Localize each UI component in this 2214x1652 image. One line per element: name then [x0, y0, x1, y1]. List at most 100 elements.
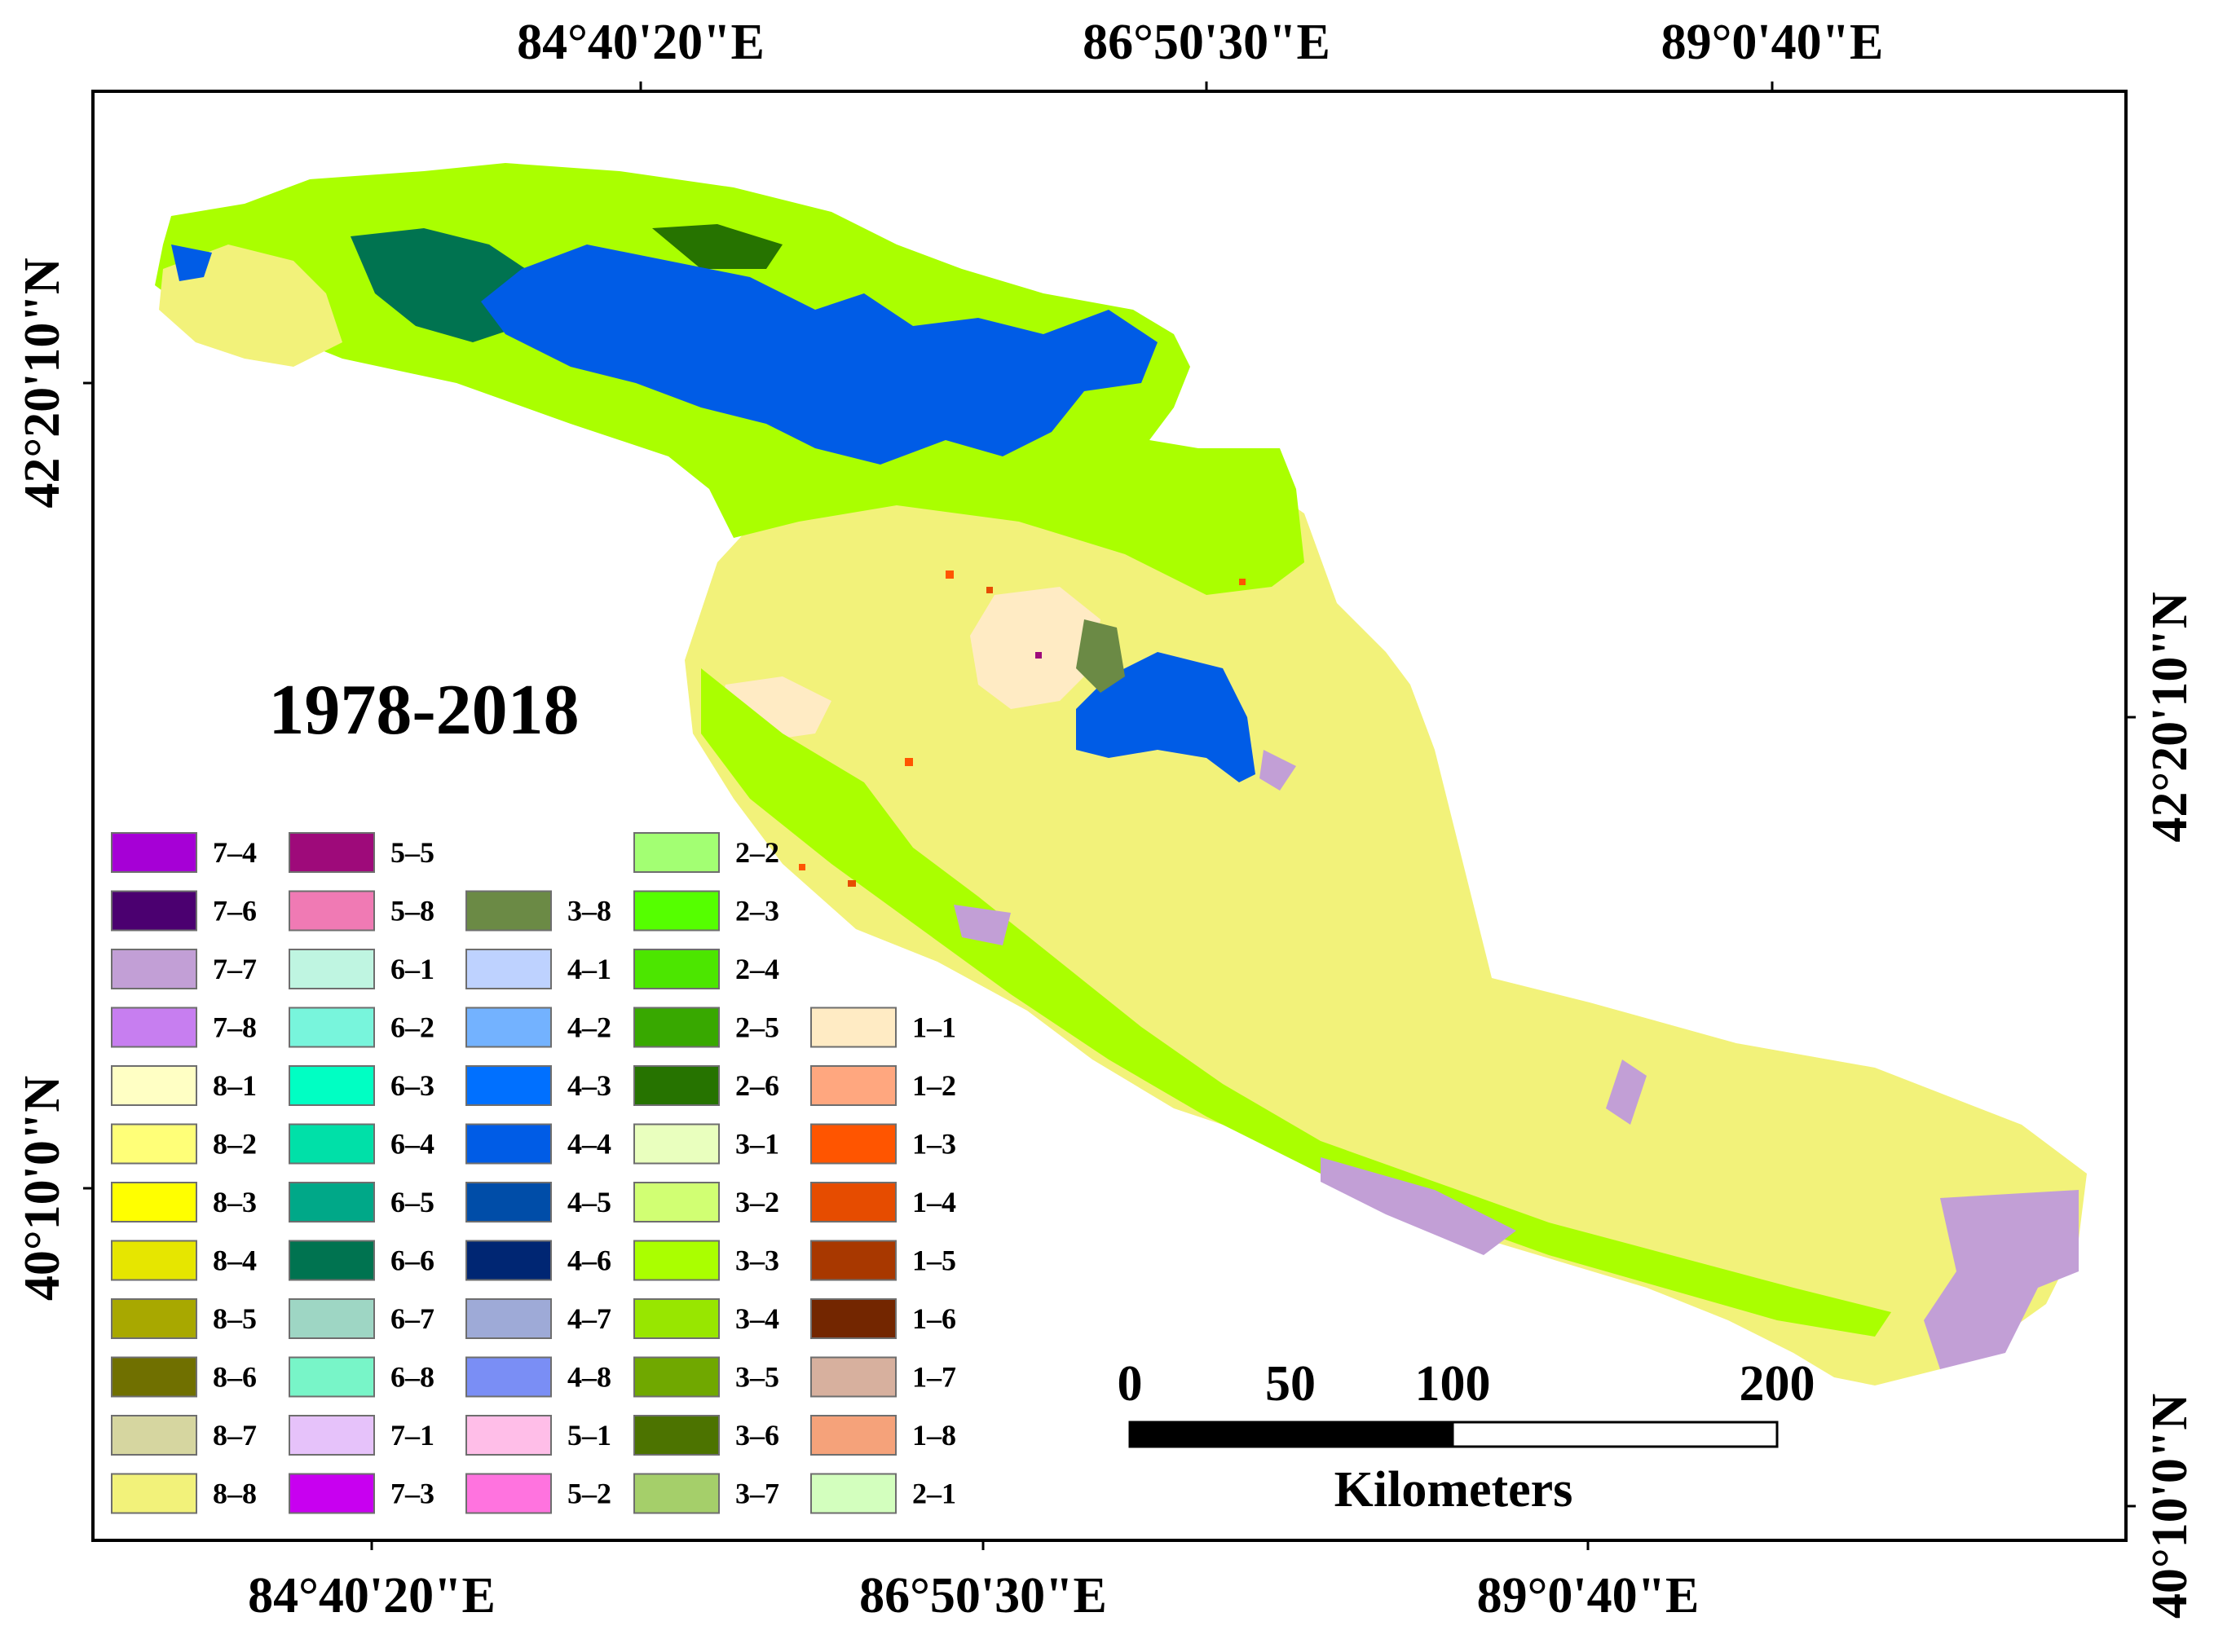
legend-swatch	[111, 1123, 197, 1165]
legend-label: 6–5	[390, 1186, 434, 1218]
legend-label: 4–3	[567, 1069, 611, 1102]
legend-swatch	[633, 832, 720, 873]
bottom-tick-label: 86°50'30"E	[859, 1568, 1107, 1623]
bottom-axis: 84°40'20"E 86°50'30"E 89°0'40"E	[248, 1540, 1699, 1623]
left-tick-label: 42°20'10"N	[15, 258, 70, 508]
legend-label: 2–2	[735, 836, 779, 869]
legend-swatch	[111, 1240, 197, 1281]
scale-bar-label: 0	[1118, 1356, 1143, 1412]
legend-swatch	[289, 1065, 375, 1106]
legend-label: 4–1	[567, 953, 611, 985]
change-pixel	[905, 758, 913, 766]
legend-swatch	[465, 1240, 552, 1281]
legend-label: 4–8	[567, 1361, 611, 1394]
legend-label: 6–7	[390, 1302, 434, 1335]
bottom-tick-label: 84°40'20"E	[248, 1568, 496, 1623]
bottom-tick-label: 89°0'40"E	[1477, 1568, 1700, 1623]
top-tick-label: 84°40'20"E	[517, 15, 765, 70]
legend-label: 3–7	[735, 1478, 779, 1510]
legend-swatch	[810, 1298, 897, 1339]
legend-swatch	[111, 1415, 197, 1456]
legend-swatch	[465, 1356, 552, 1398]
left-tick-label: 40°10'0"N	[15, 1076, 70, 1301]
legend-swatch	[111, 949, 197, 989]
legend-label: 7–4	[213, 836, 257, 869]
legend-label: 1–3	[912, 1128, 956, 1161]
top-axis: 84°40'20"E 86°50'30"E 89°0'40"E	[517, 15, 1883, 91]
right-axis: 42°20'10"N 40°10'0"N	[2126, 592, 2198, 1619]
period-label: 1978-2018	[268, 671, 579, 750]
legend-swatch	[289, 1007, 375, 1048]
legend-swatch	[111, 1473, 197, 1514]
legend-label: 3–3	[735, 1245, 779, 1277]
scale-bar: 0 50 100 200 Kilometers	[1118, 1356, 1815, 1518]
legend-label: 8–5	[213, 1302, 257, 1335]
change-pixel	[986, 587, 993, 593]
bare-land	[1606, 1059, 1647, 1125]
legend-swatch	[111, 1182, 197, 1222]
legend-swatch	[289, 890, 375, 932]
marsh-area	[1076, 619, 1125, 693]
legend-swatch	[633, 1123, 720, 1165]
right-tick-label: 42°20'10"N	[2142, 592, 2198, 842]
legend-swatch	[810, 1415, 897, 1456]
legend-swatch	[465, 1007, 552, 1048]
legend: 7–4 7–6 7–7 7–8 8–1 8–2 8–3 8–4 8–5 8–6 8–7 8–8 5–5 5…	[111, 832, 956, 1514]
legend-swatch	[111, 1065, 197, 1106]
legend-label: 6–8	[390, 1361, 434, 1394]
legend-swatch	[810, 1240, 897, 1281]
legend-label: 7–6	[213, 895, 257, 927]
legend-swatch	[465, 890, 552, 932]
legend-label: 3–2	[735, 1186, 779, 1218]
legend-swatch	[111, 1007, 197, 1048]
legend-swatch	[810, 1356, 897, 1398]
legend-label: 7–3	[390, 1478, 434, 1510]
legend-swatch	[289, 1182, 375, 1222]
legend-swatch	[633, 1473, 720, 1514]
scale-bar-unit: Kilometers	[1334, 1462, 1573, 1518]
legend-swatch	[289, 1298, 375, 1339]
legend-label: 5–5	[390, 836, 434, 869]
legend-swatch	[289, 1473, 375, 1514]
glacier-area	[481, 244, 1158, 465]
legend-label: 6–4	[390, 1128, 434, 1161]
scale-bar-label: 100	[1415, 1356, 1491, 1412]
scale-bar-label: 50	[1265, 1356, 1316, 1412]
legend-label: 6–3	[390, 1069, 434, 1102]
bare-land	[1321, 1157, 1516, 1255]
legend-label: 1–7	[912, 1361, 956, 1394]
legend-label: 8–7	[213, 1419, 257, 1452]
bare-land	[954, 905, 1011, 945]
change-pixel	[1239, 579, 1246, 585]
legend-swatch	[289, 1356, 375, 1398]
legend-swatch	[465, 1065, 552, 1106]
change-pixel	[848, 880, 856, 887]
legend-swatch	[289, 949, 375, 989]
legend-swatch	[111, 832, 197, 873]
legend-swatch	[633, 1415, 720, 1456]
change-pixel	[946, 570, 954, 579]
legend-swatch	[111, 890, 197, 932]
top-tick-label: 89°0'40"E	[1661, 15, 1884, 70]
right-tick-label: 40°10'0"N	[2142, 1394, 2198, 1619]
legend-swatch	[810, 1007, 897, 1048]
legend-label: 2–3	[735, 895, 779, 927]
legend-swatch	[111, 1298, 197, 1339]
legend-label: 8–3	[213, 1186, 257, 1218]
left-axis: 42°20'10"N 40°10'0"N	[15, 258, 93, 1301]
legend-swatch	[810, 1123, 897, 1165]
legend-swatch	[810, 1065, 897, 1106]
legend-swatch	[465, 1415, 552, 1456]
bare-land	[1259, 750, 1296, 791]
scale-bar-label: 200	[1740, 1356, 1815, 1412]
legend-label: 5–1	[567, 1419, 611, 1452]
legend-label: 8–4	[213, 1245, 257, 1277]
legend-swatch	[465, 1123, 552, 1165]
legend-label: 3–6	[735, 1419, 779, 1452]
legend-label: 6–1	[390, 953, 434, 985]
legend-swatch	[465, 1473, 552, 1514]
legend-label: 8–1	[213, 1069, 257, 1102]
legend-label: 1–1	[912, 1011, 956, 1044]
legend-label: 8–8	[213, 1478, 257, 1510]
